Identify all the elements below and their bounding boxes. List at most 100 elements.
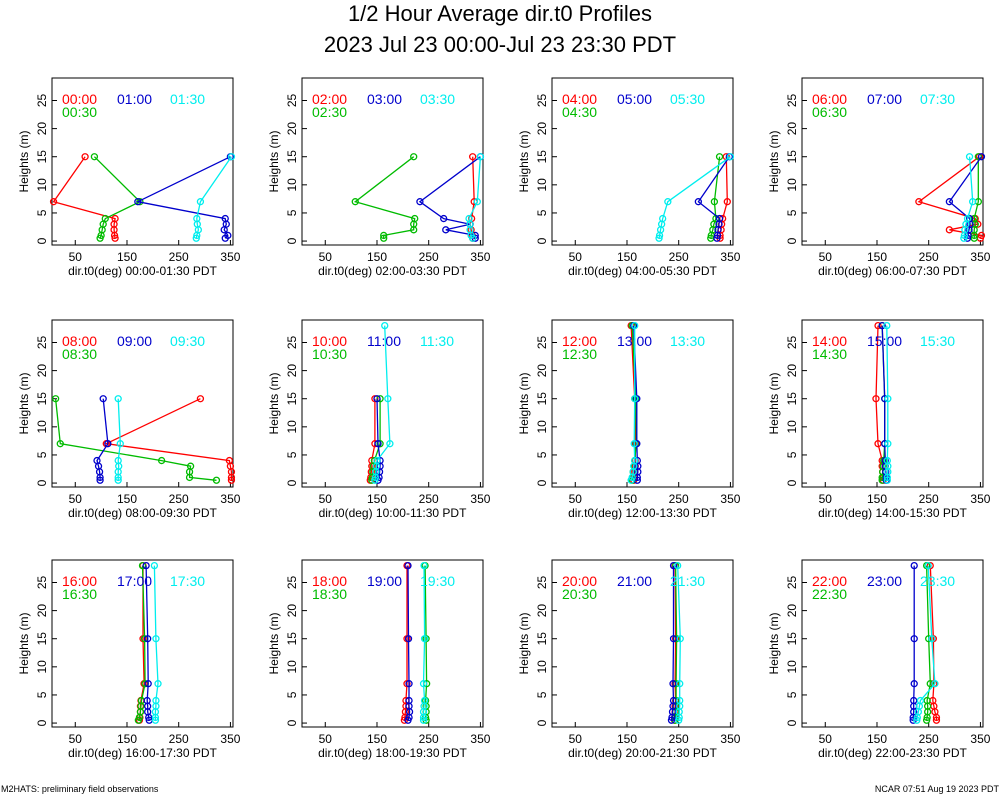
y-tick-label: 25: [785, 93, 799, 107]
x-tick-label: 50: [69, 492, 83, 506]
y-tick-label: 10: [285, 420, 299, 434]
legend-entry: 14:30: [812, 346, 847, 362]
y-tick-label: 25: [35, 335, 49, 349]
profile-point: [411, 214, 419, 223]
x-tick-label: 150: [117, 732, 137, 746]
y-tick-label: 25: [285, 93, 299, 107]
profile-point: [872, 395, 880, 403]
x-tick-label: 350: [970, 250, 990, 264]
profile-point: [192, 234, 200, 242]
legend-entry: 21:30: [670, 573, 705, 589]
x-tick-label: 250: [919, 732, 939, 746]
y-tick-label: 25: [285, 575, 299, 589]
profile-point: [186, 462, 195, 470]
profile-point: [99, 395, 107, 403]
profile-point: [90, 153, 99, 161]
x-tick-label: 150: [367, 732, 387, 746]
profile-point: [442, 226, 450, 234]
y-tick-label: 5: [785, 209, 799, 216]
y-tick-label: 20: [35, 122, 49, 136]
profile-point: [694, 198, 703, 206]
x-axis-label: dir.t0(deg) 06:00-07:30 PDT: [818, 264, 967, 278]
plot-frame: [51, 559, 234, 728]
x-tick-label: 150: [117, 250, 137, 264]
profile-point: [93, 456, 101, 465]
profile-point: [715, 214, 724, 223]
x-tick-label: 150: [867, 250, 887, 264]
profile-point: [926, 680, 934, 688]
profile-point: [922, 716, 931, 724]
x-tick-label: 350: [220, 492, 240, 506]
y-axis-label: Heights (m): [267, 130, 281, 192]
profile-point: [469, 153, 477, 161]
y-tick-label: 0: [785, 479, 799, 486]
x-tick-label: 250: [169, 492, 189, 506]
profile-point: [465, 214, 473, 223]
profile-line: [104, 398, 233, 481]
profile-point: [669, 680, 677, 688]
profile-point: [420, 561, 428, 570]
legend-entry: 22:00: [812, 573, 847, 589]
legend-entry: 17:00: [117, 573, 152, 589]
profile-point: [676, 696, 684, 705]
legend-entry: 19:00: [367, 573, 402, 589]
profile-point: [351, 198, 359, 206]
y-tick-label: 5: [285, 691, 299, 698]
y-tick-label: 20: [285, 604, 299, 618]
y-tick-label: 15: [785, 392, 799, 406]
y-tick-label: 0: [285, 237, 299, 244]
x-tick-label: 50: [69, 732, 83, 746]
profile-point: [381, 321, 389, 330]
profile-point: [883, 321, 891, 330]
legend-entry: 20:00: [562, 573, 597, 589]
profile-point: [883, 476, 891, 484]
profile-point: [931, 680, 939, 688]
x-tick-label: 250: [669, 250, 689, 264]
x-tick-label: 350: [470, 732, 490, 746]
x-tick-label: 250: [169, 732, 189, 746]
x-axis-label: dir.t0(deg) 22:00-23:30 PDT: [818, 746, 967, 760]
profile-point: [669, 635, 678, 643]
x-tick-label: 350: [720, 492, 740, 506]
x-tick-label: 250: [919, 250, 939, 264]
profile-line: [418, 156, 481, 239]
plot-frame: [51, 319, 234, 488]
profile-point: [154, 680, 162, 688]
x-tick-label: 250: [669, 732, 689, 746]
y-tick-label: 10: [35, 178, 49, 192]
legend-entry: 14:00: [812, 333, 847, 349]
y-tick-label: 25: [535, 575, 549, 589]
profile-line: [117, 398, 121, 481]
x-axis-label: dir.t0(deg) 14:00-15:30 PDT: [818, 506, 967, 520]
profile-point: [144, 635, 152, 643]
legend-entry: 18:00: [312, 573, 347, 589]
x-tick-label: 50: [319, 250, 333, 264]
legend-entry: 00:00: [62, 91, 97, 107]
y-tick-label: 20: [785, 364, 799, 378]
x-tick-label: 350: [220, 250, 240, 264]
y-tick-label: 10: [535, 178, 549, 192]
profile-point: [196, 198, 205, 206]
y-tick-label: 15: [535, 150, 549, 164]
y-tick-label: 20: [35, 604, 49, 618]
plot-frame: [801, 559, 984, 728]
y-tick-label: 0: [35, 237, 49, 244]
x-axis-label: dir.t0(deg) 10:00-11:30 PDT: [319, 506, 468, 520]
y-tick-label: 0: [785, 719, 799, 726]
profile-point: [910, 561, 918, 570]
y-tick-label: 20: [285, 122, 299, 136]
legend-entry: 05:30: [670, 91, 705, 107]
profile-point: [410, 153, 418, 161]
plot-frame: [801, 319, 984, 488]
profile-point: [380, 234, 388, 242]
legend-entry: 08:00: [62, 333, 97, 349]
y-tick-label: 20: [535, 604, 549, 618]
legend-entry: 07:30: [920, 91, 955, 107]
profile-point: [416, 198, 424, 206]
profile-line: [135, 156, 231, 239]
profile-point: [883, 456, 891, 465]
legend-entry: 23:30: [920, 573, 955, 589]
y-tick-label: 20: [535, 122, 549, 136]
profile-point: [669, 561, 678, 570]
y-tick-label: 5: [535, 209, 549, 216]
